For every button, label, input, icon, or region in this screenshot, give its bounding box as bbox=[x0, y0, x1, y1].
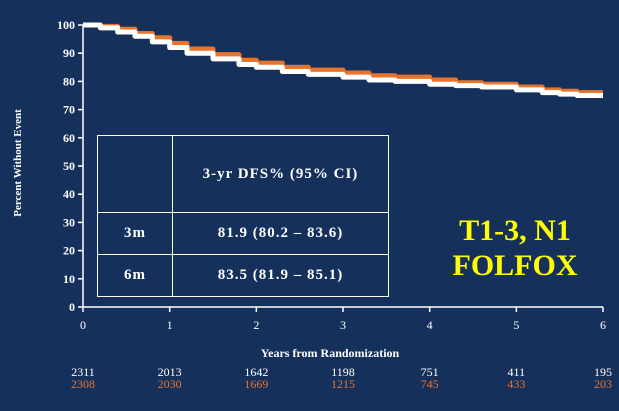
series-line-orange bbox=[83, 22, 603, 96]
y-tick-label: 100 bbox=[57, 18, 75, 32]
cohort-label-regimen: FOLFOX bbox=[452, 249, 578, 282]
at-risk-row-white: 2311 2013 1642 1198 751 411 195 bbox=[0, 365, 619, 379]
at-risk-row-orange: 2308 2030 1669 1215 745 433 203 bbox=[0, 377, 619, 391]
x-tick-label: 2 bbox=[253, 318, 259, 332]
series-line-white bbox=[83, 22, 603, 98]
at-risk-count-orange: 745 bbox=[420, 377, 439, 391]
table-cell-dfs: 83.5 (81.9 – 85.1) bbox=[172, 253, 389, 298]
y-tick-label: 30 bbox=[63, 215, 75, 229]
x-tick-label: 4 bbox=[427, 318, 433, 332]
table-cell-arm: 3m bbox=[97, 211, 173, 255]
y-tick-label: 90 bbox=[63, 46, 75, 60]
at-risk-count-orange: 1215 bbox=[331, 377, 355, 391]
x-tick-label: 5 bbox=[513, 318, 519, 332]
y-tick-label: 50 bbox=[63, 159, 75, 173]
y-tick-label: 40 bbox=[63, 187, 75, 201]
at-risk-count-white: 2013 bbox=[157, 365, 182, 379]
y-tick-label: 20 bbox=[63, 244, 75, 258]
cohort-label-stage: T1-3, N1 bbox=[459, 214, 571, 247]
table-header-row: 3-yr DFS% (95% CI) bbox=[97, 135, 389, 213]
at-risk-count-orange: 1669 bbox=[244, 377, 269, 391]
y-tick-label: 70 bbox=[63, 103, 75, 117]
table-cell-dfs: 81.9 (80.2 – 83.6) bbox=[172, 211, 389, 255]
x-tick-label: 0 bbox=[80, 318, 86, 332]
y-axis-label-text: Percent Without Event bbox=[12, 109, 24, 217]
at-risk-count-orange: 2308 bbox=[71, 377, 95, 391]
y-tick-label: 60 bbox=[63, 131, 75, 145]
y-tick-label: 10 bbox=[63, 272, 75, 286]
table-header-dfs: 3-yr DFS% (95% CI) bbox=[172, 135, 389, 213]
at-risk-count-orange: 2030 bbox=[157, 377, 182, 391]
x-tick-label: 3 bbox=[340, 318, 346, 332]
table-row: 3m 81.9 (80.2 – 83.6) bbox=[97, 211, 389, 255]
y-tick-label: 80 bbox=[63, 74, 75, 88]
cohort-label: T1-3, N1 FOLFOX bbox=[425, 213, 605, 283]
table-cell-arm: 6m bbox=[97, 253, 173, 298]
table-row: 6m 83.5 (81.9 – 85.1) bbox=[97, 253, 389, 298]
at-risk-count-white: 195 bbox=[594, 365, 612, 379]
at-risk-count-white: 1198 bbox=[331, 365, 355, 379]
at-risk-count-orange: 203 bbox=[594, 377, 612, 391]
table-header-empty bbox=[97, 135, 173, 213]
y-tick-label: 0 bbox=[69, 300, 75, 314]
at-risk-count-white: 751 bbox=[420, 365, 439, 379]
at-risk-count-white: 1642 bbox=[244, 365, 269, 379]
dfs-table: 3-yr DFS% (95% CI) 3m 81.9 (80.2 – 83.6)… bbox=[97, 135, 389, 298]
x-axis-label: Years from Randomization bbox=[260, 346, 400, 360]
x-tick-label: 6 bbox=[600, 318, 606, 332]
at-risk-count-white: 411 bbox=[507, 365, 526, 379]
at-risk-count-orange: 433 bbox=[507, 377, 526, 391]
at-risk-count-white: 2311 bbox=[71, 365, 95, 379]
x-tick-label: 1 bbox=[167, 318, 173, 332]
